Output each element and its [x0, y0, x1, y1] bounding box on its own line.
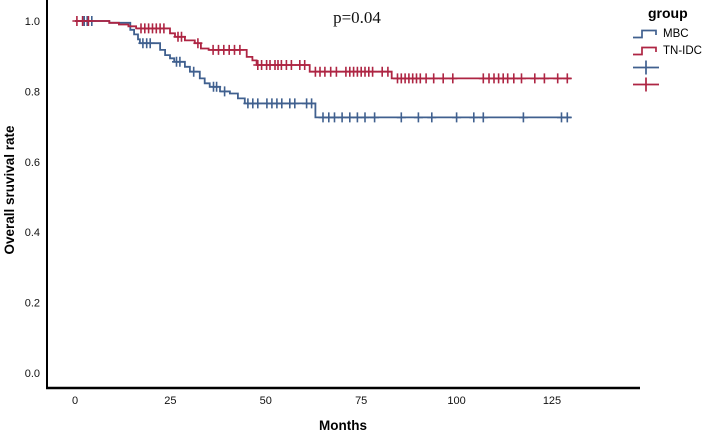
x-tick-label: 125 — [543, 395, 561, 407]
censor-mark-mbc — [290, 98, 300, 109]
p-value-annotation: p=0.04 — [333, 8, 381, 27]
x-tick-label: 100 — [447, 395, 465, 407]
censor-mark-mbc — [360, 112, 370, 123]
mbc-censor-plus-icon — [633, 60, 659, 75]
tnidc-step-line-icon — [633, 46, 657, 56]
y-tick-label: 0.8 — [25, 86, 40, 98]
y-axis-title: Overall sruvival rate — [2, 125, 17, 255]
survival-curves — [72, 16, 572, 123]
censor-mark-tn-idc — [448, 73, 458, 84]
censor-mark-tn-idc — [509, 73, 519, 84]
tnidc-censor-plus-icon — [633, 77, 659, 92]
x-tick-label: 0 — [72, 395, 78, 407]
legend-item-tnidc-censor — [631, 76, 708, 93]
y-tick-label: 0.4 — [25, 227, 40, 239]
censor-mark-mbc — [396, 112, 406, 123]
censor-mark-tn-idc — [383, 66, 393, 77]
survival-curve-tn-idc — [75, 20, 572, 80]
censor-mark-mbc — [337, 112, 347, 123]
censor-mark-mbc — [175, 56, 185, 67]
censor-mark-mbc — [145, 38, 155, 49]
censor-mark-tn-idc — [331, 66, 341, 77]
x-tick-label: 50 — [260, 395, 272, 407]
y-tick-label: 0.2 — [25, 298, 40, 310]
censor-mark-mbc — [253, 98, 263, 109]
y-tick-label: 1.0 — [25, 16, 40, 28]
x-axis-title: Months — [319, 418, 367, 433]
legend-label-mbc: MBC — [663, 27, 689, 40]
censor-mark-mbc — [413, 112, 423, 123]
censor-mark-mbc — [307, 98, 317, 109]
censor-mark-tn-idc — [562, 73, 572, 84]
censor-mark-mbc — [330, 112, 339, 123]
censor-mark-tn-idc — [539, 73, 549, 84]
legend-label-tnidc: TN-IDC — [663, 44, 702, 57]
censor-mark-mbc — [469, 112, 479, 123]
censor-mark-tn-idc — [421, 73, 431, 84]
censor-mark-tn-idc — [530, 73, 540, 84]
censor-mark-tn-idc — [235, 44, 245, 55]
censor-mark-tn-idc — [83, 16, 93, 26]
censor-mark-mbc — [220, 86, 230, 97]
censor-mark-tn-idc — [300, 60, 310, 70]
censor-mark-tn-idc — [429, 73, 439, 84]
censor-mark-tn-idc — [517, 73, 526, 84]
mbc-step-line-icon — [633, 29, 657, 39]
censor-mark-mbc — [277, 98, 287, 109]
legend-item-tnidc: TN-IDC — [631, 42, 708, 59]
censor-mark-mbc — [427, 112, 437, 123]
censor-mark-mbc — [345, 112, 355, 123]
censor-mark-mbc — [478, 112, 488, 123]
censor-mark-tn-idc — [368, 66, 378, 77]
x-tick-label: 75 — [355, 395, 367, 407]
censor-mark-tn-idc — [286, 60, 296, 70]
x-tick-label: 25 — [164, 395, 176, 407]
legend-item-mbc: MBC — [631, 25, 708, 42]
censor-mark-tn-idc — [438, 73, 448, 84]
censor-mark-mbc — [452, 112, 462, 123]
censor-mark-mbc — [212, 81, 222, 92]
y-tick-label: 0.0 — [25, 368, 40, 380]
censor-mark-mbc — [352, 112, 362, 123]
censor-mark-mbc — [518, 112, 528, 123]
tick-labels: 0 25 50 75 100 125 0.0 0.2 0.4 0.6 0.8 1.0 — [25, 16, 561, 407]
y-tick-label: 0.6 — [25, 157, 40, 169]
censor-mark-mbc — [562, 112, 572, 123]
censor-mark-mbc — [189, 66, 199, 77]
censor-mark-tn-idc — [193, 38, 203, 49]
survival-curve-mbc — [75, 20, 572, 119]
legend: group MBC TN-IDC — [631, 5, 708, 93]
censor-mark-tn-idc — [177, 31, 186, 42]
legend-title: group — [648, 5, 688, 21]
censor-mark-tn-idc — [159, 23, 169, 34]
censor-mark-mbc — [370, 112, 380, 123]
censor-mark-tn-idc — [553, 73, 563, 84]
legend-item-mbc-censor — [631, 59, 708, 76]
